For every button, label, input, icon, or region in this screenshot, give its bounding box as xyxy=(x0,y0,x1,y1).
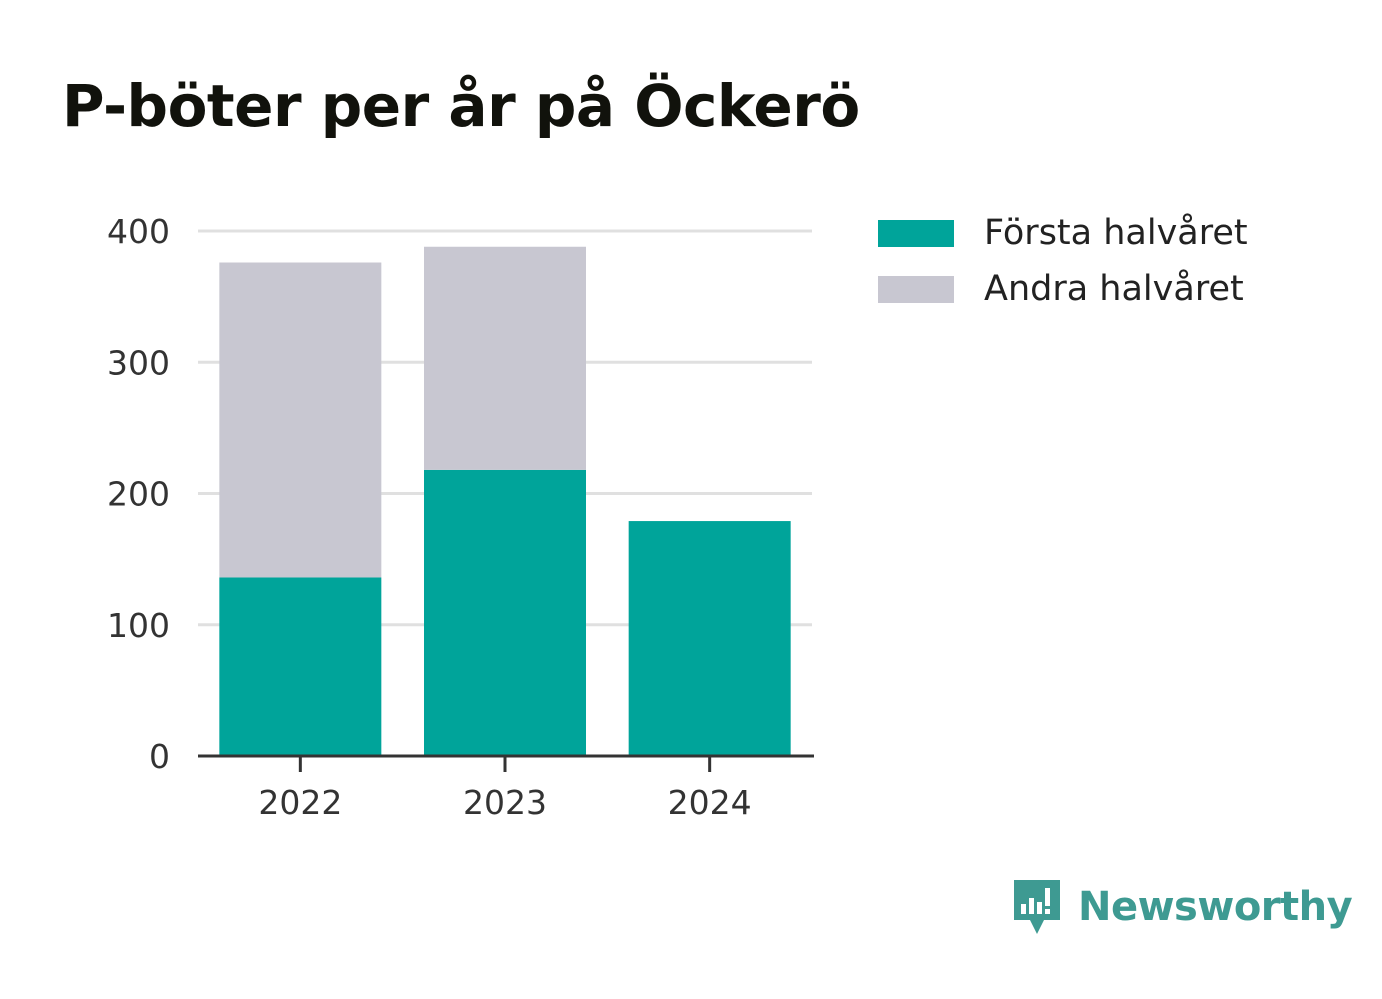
x-tick-label-2022: 2022 xyxy=(258,783,342,822)
bar-2024-first-half xyxy=(628,521,791,756)
axes: 0 100 200 300 400 2022 2023 2024 xyxy=(107,212,814,822)
x-tick-label-2024: 2024 xyxy=(668,783,752,822)
legend-item-second-half: Andra halvåret xyxy=(878,261,1248,317)
legend: Första halvåret Andra halvåret xyxy=(878,205,1248,317)
bars xyxy=(219,246,791,756)
brand-logo: Newsworthy xyxy=(1010,876,1353,938)
y-tick-label-400: 400 xyxy=(107,212,170,251)
chart-title: P-böter per år på Öckerö xyxy=(62,72,860,140)
newsworthy-logo-icon xyxy=(1014,880,1060,934)
brand-name: Newsworthy xyxy=(1078,884,1353,930)
y-tick-label-0: 0 xyxy=(149,737,170,776)
x-tick-label-2023: 2023 xyxy=(463,783,547,822)
legend-item-first-half: Första halvåret xyxy=(878,205,1248,261)
bar-2023-first-half xyxy=(424,469,586,756)
y-tick-label-200: 200 xyxy=(107,475,170,514)
bar-2023-second-half xyxy=(424,246,586,470)
legend-swatch-first-half xyxy=(878,219,954,247)
y-tick-label-100: 100 xyxy=(107,606,170,645)
legend-label-second-half: Andra halvåret xyxy=(984,269,1244,309)
bar-2022-first-half xyxy=(219,577,382,756)
legend-swatch-second-half xyxy=(878,275,954,303)
bar-2022-second-half xyxy=(219,262,382,578)
y-tick-label-300: 300 xyxy=(107,343,170,382)
legend-label-first-half: Första halvåret xyxy=(984,213,1248,253)
